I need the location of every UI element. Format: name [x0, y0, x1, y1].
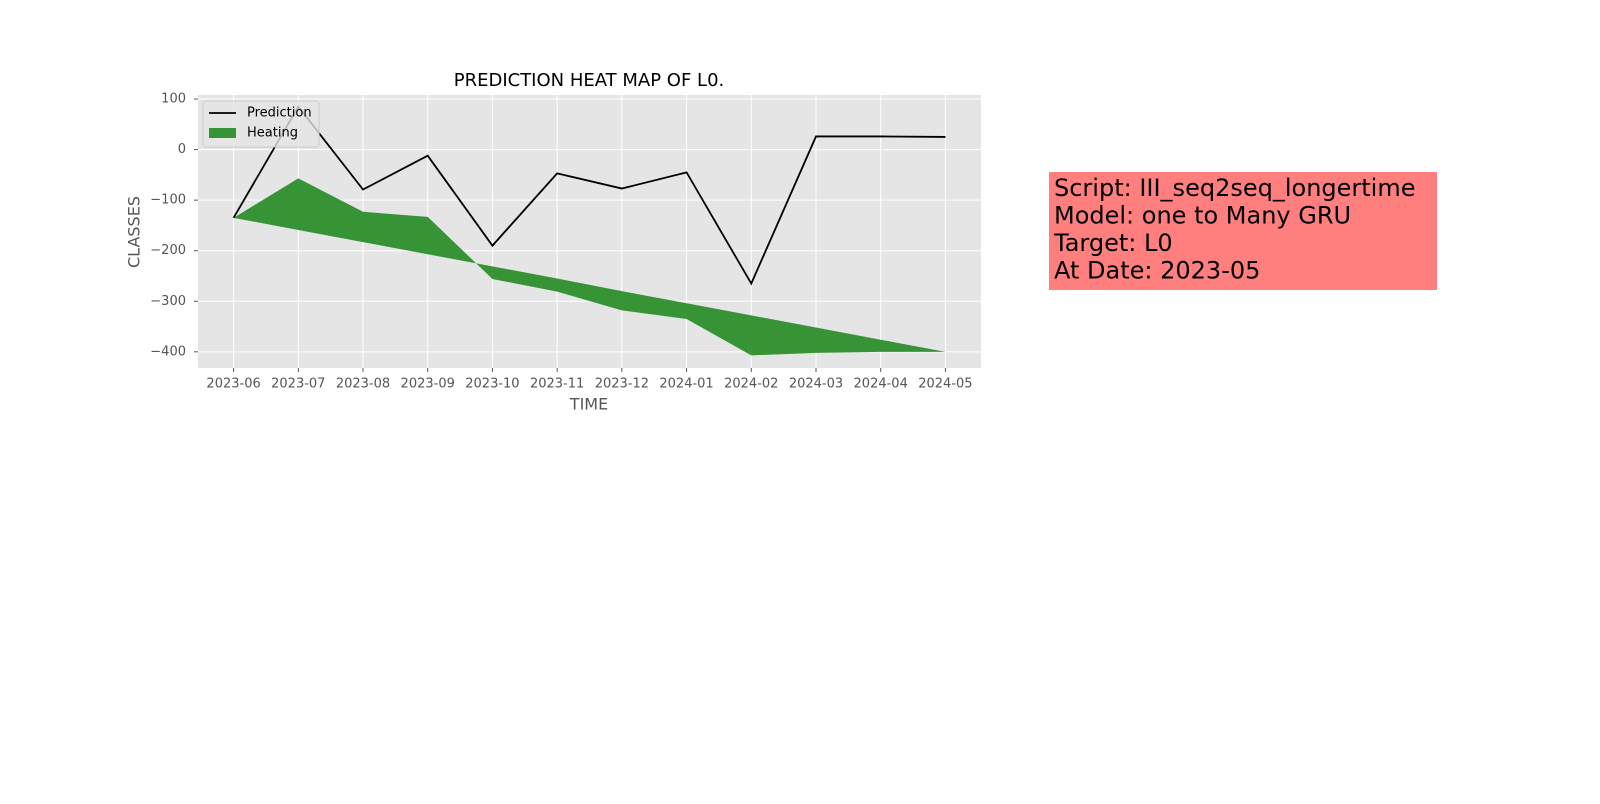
x-tick-label: 2024-02: [724, 377, 778, 392]
x-axis-label: TIME: [569, 395, 608, 414]
x-tick-label: 2023-10: [465, 377, 519, 392]
annotation-box: [1049, 172, 1437, 290]
legend: Prediction Heating: [202, 100, 320, 148]
x-tick-label: 2023-08: [336, 377, 390, 392]
annotation-line: Model: one to Many GRU: [1054, 202, 1351, 230]
annotation-line: Script: III_seq2seq_longertime: [1054, 174, 1416, 202]
x-tick-label: 2024-05: [918, 377, 972, 392]
x-tick-label: 2023-09: [401, 377, 455, 392]
y-tick-label: −100: [150, 193, 186, 208]
line-series: [232, 105, 946, 286]
legend-label: Heating: [247, 126, 298, 141]
x-tick-label: 2023-12: [595, 377, 649, 392]
x-tick-label: 2023-06: [206, 377, 260, 392]
y-axis-label: CLASSES: [125, 196, 144, 268]
x-tick-label: 2023-11: [530, 377, 584, 392]
grid: [194, 95, 981, 372]
y-tick-label: −300: [150, 294, 186, 309]
annotation-line: At Date: 2023-05: [1054, 257, 1260, 285]
y-tick-label: −400: [150, 344, 186, 359]
y-tick-label: 100: [161, 92, 186, 107]
x-tick-label: 2024-04: [854, 377, 908, 392]
y-tick-label: 0: [178, 142, 186, 157]
x-tick-label: 2024-01: [659, 377, 713, 392]
marks: [232, 105, 946, 356]
x-tick-label: 2024-03: [789, 377, 843, 392]
legend-label: Prediction: [247, 106, 312, 121]
annotation-line: Target: L0: [1053, 229, 1173, 257]
y-tick-label: −200: [150, 243, 186, 258]
heating-area: [233, 178, 946, 356]
chart-title: PREDICTION HEAT MAP OF L0.: [454, 70, 725, 91]
x-tick-label: 2023-07: [271, 377, 325, 392]
legend-swatch: [209, 128, 236, 138]
